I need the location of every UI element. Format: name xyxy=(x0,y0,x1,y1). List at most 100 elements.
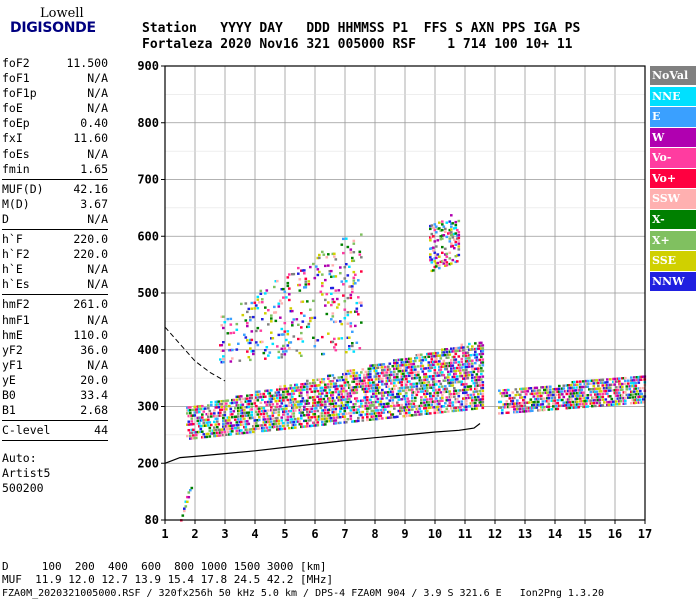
echo-point xyxy=(241,412,245,415)
echo-point xyxy=(592,399,596,402)
echo-point xyxy=(450,231,453,234)
echo-point xyxy=(619,400,623,403)
echo-point xyxy=(348,285,351,288)
echo-point xyxy=(609,400,612,404)
echo-point xyxy=(198,408,201,411)
echo-point xyxy=(288,401,291,404)
echo-point xyxy=(304,283,308,286)
echo-point xyxy=(415,407,419,411)
echo-point xyxy=(543,388,546,392)
echo-point xyxy=(505,403,509,406)
echo-point xyxy=(585,396,588,400)
echo-point xyxy=(474,347,477,351)
echo-point xyxy=(636,395,639,399)
echo-point xyxy=(540,397,543,400)
echo-point xyxy=(454,369,458,373)
echo-point xyxy=(418,359,422,362)
echo-point xyxy=(631,390,635,393)
echo-point xyxy=(567,389,570,393)
echo-point xyxy=(267,415,270,418)
echo-point xyxy=(576,394,579,398)
echo-point xyxy=(267,417,270,421)
echo-point xyxy=(517,407,521,411)
echo-point xyxy=(325,394,329,398)
echo-point xyxy=(250,394,254,397)
echo-point xyxy=(427,384,431,387)
echo-point xyxy=(339,421,342,424)
echo-point xyxy=(250,416,254,420)
echo-point xyxy=(448,251,452,254)
echo-point xyxy=(334,407,338,411)
echo-point xyxy=(508,397,512,400)
echo-point xyxy=(327,253,330,256)
echo-point xyxy=(333,405,336,408)
echo-point xyxy=(436,391,440,394)
echo-point xyxy=(346,401,350,404)
echo-point xyxy=(379,391,383,395)
echo-point xyxy=(190,423,194,426)
echo-point xyxy=(363,379,366,382)
echo-point xyxy=(391,413,395,416)
echo-point xyxy=(369,404,372,407)
echo-point xyxy=(321,409,324,412)
echo-point xyxy=(327,332,330,335)
echo-point xyxy=(343,317,347,320)
echo-point xyxy=(471,379,474,382)
echo-point xyxy=(609,395,612,398)
echo-point xyxy=(369,364,372,367)
echo-point xyxy=(409,366,413,369)
echo-point xyxy=(330,303,333,307)
echo-point xyxy=(214,423,218,426)
echo-point xyxy=(262,351,266,355)
echo-point xyxy=(360,410,363,414)
echo-point xyxy=(324,383,327,386)
echo-point xyxy=(621,377,624,380)
echo-point xyxy=(439,391,443,394)
echo-point xyxy=(261,318,264,321)
echo-point xyxy=(318,256,321,260)
echo-point xyxy=(448,401,452,404)
echo-point xyxy=(448,231,452,235)
echo-point xyxy=(246,322,249,325)
echo-point xyxy=(367,373,371,376)
echo-point xyxy=(330,269,333,273)
echo-point xyxy=(433,251,437,254)
echo-point xyxy=(558,390,561,393)
echo-point xyxy=(391,399,395,402)
echo-point xyxy=(588,382,591,385)
echo-point xyxy=(411,374,414,377)
echo-point xyxy=(445,235,449,239)
echo-point xyxy=(247,414,251,417)
echo-point xyxy=(627,382,630,385)
echo-point xyxy=(349,310,353,314)
echo-point xyxy=(306,402,309,405)
echo-point xyxy=(243,426,246,429)
echo-point xyxy=(271,411,275,415)
echo-point xyxy=(355,377,359,380)
echo-point xyxy=(312,421,315,424)
echo-point xyxy=(630,385,633,388)
echo-point xyxy=(454,349,458,353)
echo-point xyxy=(429,398,432,401)
echo-point xyxy=(450,225,453,228)
echo-point xyxy=(286,276,290,279)
echo-point xyxy=(471,376,474,379)
echo-point xyxy=(366,381,369,385)
echo-point xyxy=(309,319,312,323)
echo-point xyxy=(637,392,641,396)
echo-point xyxy=(289,384,293,387)
echo-point xyxy=(318,378,321,381)
echo-point xyxy=(246,397,249,400)
echo-point xyxy=(256,424,260,427)
echo-point xyxy=(315,387,318,390)
echo-point xyxy=(246,405,249,409)
echo-point xyxy=(217,403,221,406)
echo-point xyxy=(289,418,293,421)
echo-point xyxy=(432,269,435,272)
echo-point xyxy=(321,420,324,424)
echo-point xyxy=(399,387,402,390)
echo-point xyxy=(430,360,434,364)
echo-point xyxy=(277,399,281,403)
echo-point xyxy=(273,420,276,423)
echo-point xyxy=(457,406,461,409)
